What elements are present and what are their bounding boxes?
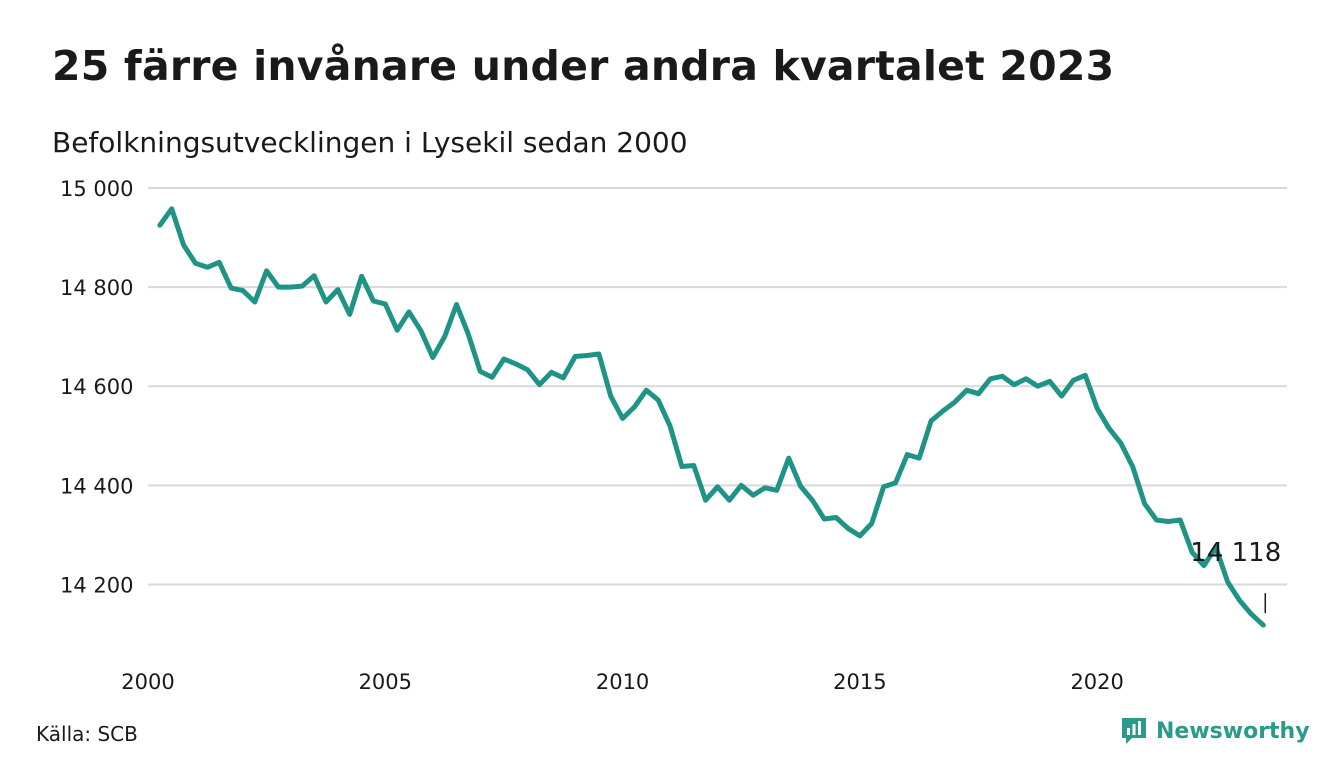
- y-axis-tick-labels: 15 000 14 800 14 600 14 400 14 200: [60, 177, 133, 597]
- chart-subtitle: Befolkningsutvecklingen i Lysekil sedan …: [52, 126, 688, 159]
- y-tick-label: 14 400: [60, 474, 133, 498]
- source-note: Källa: SCB: [36, 722, 138, 746]
- x-tick-label: 2020: [1070, 670, 1123, 694]
- series-line: [157, 206, 1266, 628]
- y-tick-label: 15 000: [60, 177, 133, 201]
- brand-name: Newsworthy: [1156, 718, 1310, 744]
- x-tick-label: 2015: [833, 670, 886, 694]
- end-value-label: 14 118: [1190, 538, 1281, 568]
- x-tick-label: 2005: [359, 670, 412, 694]
- x-tick-label: 2000: [121, 670, 174, 694]
- chart-title: 25 färre invånare under andra kvartalet …: [52, 42, 1115, 90]
- grid-lines: [148, 187, 1287, 586]
- x-tick-label: 2010: [596, 670, 649, 694]
- x-axis-tick-labels: 2000 2005 2010 2015 2020: [121, 670, 1124, 694]
- end-annotation: 14 118: [1190, 538, 1281, 614]
- brand-logo: Newsworthy: [1120, 716, 1310, 746]
- series-line-layer: [157, 206, 1266, 628]
- y-tick-label: 14 200: [60, 573, 133, 597]
- y-tick-label: 14 800: [60, 276, 133, 300]
- y-tick-label: 14 600: [60, 375, 133, 399]
- newsworthy-logo-icon: [1122, 718, 1146, 744]
